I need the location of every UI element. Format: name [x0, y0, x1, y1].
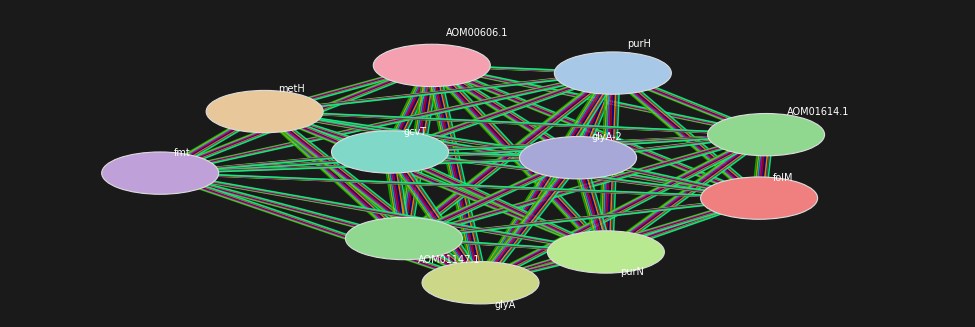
Ellipse shape	[345, 217, 462, 260]
Ellipse shape	[332, 131, 448, 173]
Text: gcvT: gcvT	[404, 127, 427, 137]
Ellipse shape	[708, 113, 825, 156]
Ellipse shape	[373, 44, 490, 87]
Ellipse shape	[555, 52, 672, 94]
Ellipse shape	[101, 152, 218, 194]
Text: folM: folM	[773, 173, 794, 183]
Text: AOM01147.1: AOM01147.1	[418, 255, 481, 266]
Text: AOM01614.1: AOM01614.1	[787, 107, 849, 117]
Ellipse shape	[547, 231, 664, 273]
Ellipse shape	[701, 177, 818, 219]
Text: purH: purH	[627, 39, 650, 49]
Text: fmt: fmt	[175, 148, 191, 158]
Text: glyA: glyA	[494, 300, 516, 310]
Ellipse shape	[422, 262, 539, 304]
Ellipse shape	[520, 137, 637, 179]
Text: glyA-2: glyA-2	[592, 132, 623, 142]
Text: metH: metH	[279, 84, 305, 94]
Text: purN: purN	[620, 267, 644, 277]
Text: AOM00606.1: AOM00606.1	[446, 28, 508, 38]
Ellipse shape	[206, 90, 323, 133]
